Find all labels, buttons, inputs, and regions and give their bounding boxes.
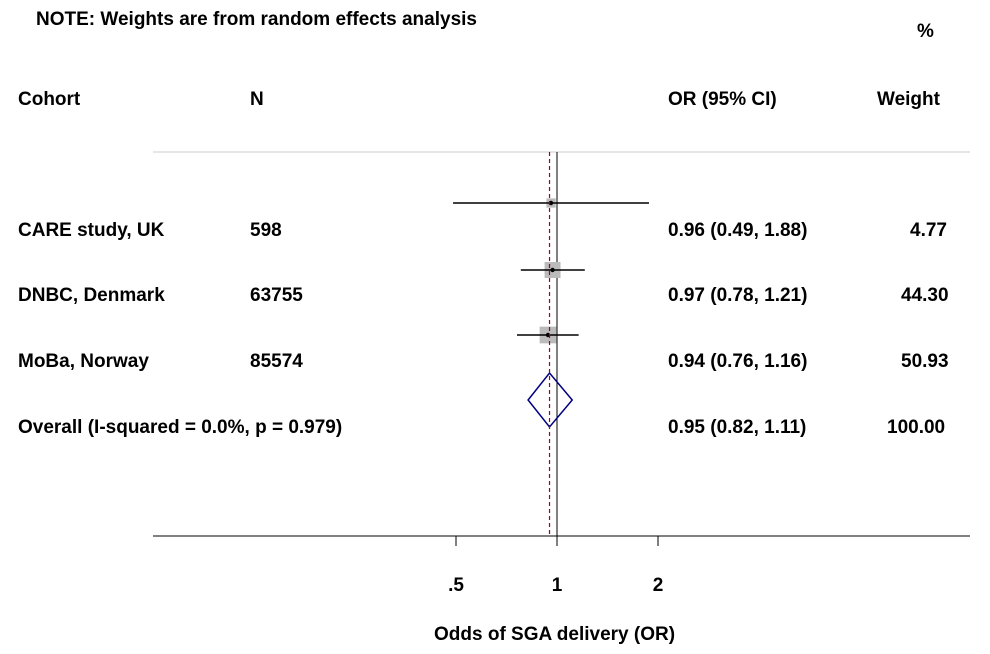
x-tick-label: 1 (552, 575, 563, 596)
header-weight: Weight (877, 89, 940, 110)
header-or-ci: OR (95% CI) (668, 89, 777, 110)
x-tick-label: .5 (448, 575, 464, 596)
study-point (550, 267, 555, 273)
x-tick-label: 2 (653, 575, 664, 596)
header-n: N (250, 89, 264, 110)
row-cohort: CARE study, UK (18, 220, 165, 241)
weight-percent-header: % (917, 21, 934, 42)
header-cohort: Cohort (18, 89, 81, 110)
overall-label: Overall (I-squared = 0.0%, p = 0.979) (18, 417, 343, 438)
row-n: 598 (250, 220, 282, 241)
pooled-diamond (527, 371, 574, 429)
row-or-ci: 0.97 (0.78, 1.21) (668, 285, 808, 306)
x-axis-label: Odds of SGA delivery (OR) (434, 624, 676, 645)
note-text: NOTE: Weights are from random effects an… (36, 9, 477, 30)
row-n: 85574 (250, 351, 303, 372)
row-weight: 50.93 (901, 351, 949, 372)
row-or-ci: 0.94 (0.76, 1.16) (668, 351, 808, 372)
row-cohort: DNBC, Denmark (18, 285, 165, 306)
row-cohort: MoBa, Norway (18, 351, 149, 372)
row-or-ci: 0.96 (0.49, 1.88) (668, 220, 808, 241)
row-weight: 44.30 (901, 285, 949, 306)
overall-or-ci: 0.95 (0.82, 1.11) (668, 417, 807, 438)
row-n: 63755 (250, 285, 303, 306)
overall-weight: 100.00 (887, 417, 946, 438)
row-weight: 4.77 (910, 220, 947, 241)
